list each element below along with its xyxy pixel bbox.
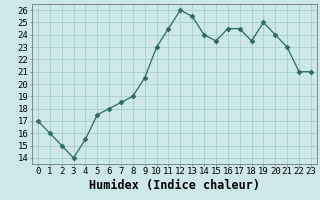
X-axis label: Humidex (Indice chaleur): Humidex (Indice chaleur) xyxy=(89,179,260,192)
